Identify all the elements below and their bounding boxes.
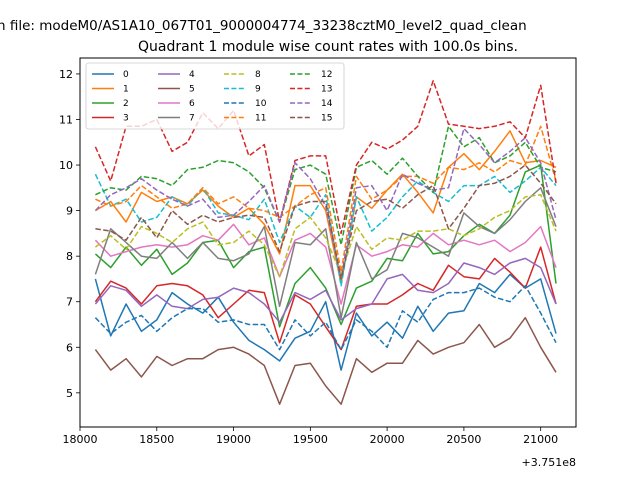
chart-suptitle: n file: modeM0/AS1A10_067T01_9000004774_…: [0, 18, 527, 34]
legend-box: [85, 62, 345, 130]
series-line-15: [95, 164, 557, 280]
y-tick-label: 12: [59, 68, 73, 81]
series-line-8: [94, 193, 557, 278]
legend-label-3: 3: [123, 114, 129, 124]
legend-label-5: 5: [189, 85, 195, 95]
legend-label-14: 14: [321, 99, 333, 109]
series-layer: [94, 80, 557, 405]
y-tick-label: 6: [66, 341, 73, 354]
y-tick-label: 5: [66, 387, 73, 400]
series-line-11: [95, 125, 557, 273]
legend-label-8: 8: [255, 70, 261, 80]
x-tick-label: 20000: [370, 433, 405, 446]
series-line-7: [94, 187, 557, 319]
x-tick-label: 19500: [293, 433, 328, 446]
x-tick-label: 18000: [63, 433, 98, 446]
y-tick-label: 7: [66, 296, 73, 309]
legend-label-2: 2: [123, 99, 129, 109]
legend-label-7: 7: [189, 114, 195, 124]
legend-label-4: 4: [189, 70, 195, 80]
legend-label-6: 6: [189, 99, 195, 109]
series-line-5: [94, 316, 557, 405]
series-line-14: [94, 127, 557, 280]
legend-label-9: 9: [255, 85, 261, 95]
series-line-10: [94, 285, 557, 351]
series-line-13: [94, 80, 557, 235]
chart-title: Quadrant 1 module wise count rates with …: [138, 39, 518, 55]
legend-label-13: 13: [321, 85, 332, 95]
series-line-4: [94, 257, 557, 323]
x-tick-label: 21000: [523, 433, 558, 446]
legend-label-10: 10: [255, 99, 267, 109]
legend-label-12: 12: [321, 70, 332, 80]
legend-label-1: 1: [123, 85, 129, 95]
plot-area: [79, 57, 577, 428]
series-line-2: [94, 164, 557, 328]
x-tick-label: 19000: [216, 433, 251, 446]
series-line-12: [95, 125, 557, 246]
y-tick-label: 8: [66, 250, 73, 263]
legend-label-0: 0: [123, 70, 129, 80]
x-tick-label: 18500: [139, 433, 174, 446]
y-tick-label: 11: [59, 114, 73, 127]
x-tick-label: 20500: [446, 433, 481, 446]
series-line-0: [94, 273, 557, 371]
axes-layer: 18000 18500 19000 19500 20000 20500 21000 5 6 7 8 9…: [59, 68, 558, 446]
y-tick-label: 10: [59, 159, 73, 172]
x-offset-label: +3.751e8: [522, 456, 576, 469]
y-tick-label: 9: [66, 205, 73, 218]
legend-label-11: 11: [255, 114, 266, 124]
series-line-6: [94, 223, 557, 305]
series-line-3: [94, 246, 557, 351]
legend-label-15: 15: [321, 114, 332, 124]
